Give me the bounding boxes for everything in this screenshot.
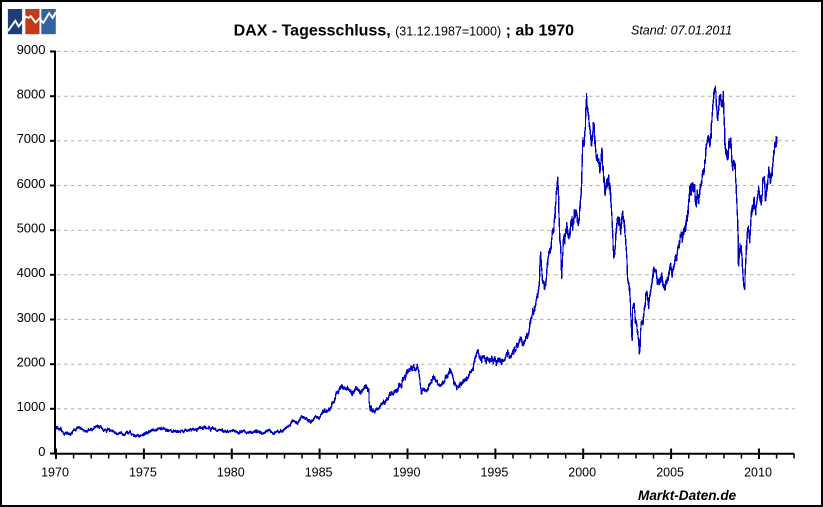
svg-text:0: 0 [38,444,45,459]
svg-text:6000: 6000 [17,176,46,191]
svg-text:DAX - Tagesschluss, (31.12.198: DAX - Tagesschluss, (31.12.1987=1000) ; … [234,22,575,39]
svg-text:1990: 1990 [393,466,421,480]
svg-text:Stand: 07.01.2011: Stand: 07.01.2011 [631,24,732,38]
svg-text:1000: 1000 [17,399,46,414]
svg-text:2010: 2010 [744,466,772,480]
svg-text:7000: 7000 [17,131,46,146]
svg-text:1985: 1985 [305,466,333,480]
svg-text:2005: 2005 [656,466,684,480]
svg-text:1975: 1975 [129,466,157,480]
svg-text:2000: 2000 [17,355,46,370]
svg-text:1980: 1980 [217,466,245,480]
svg-text:2000: 2000 [568,466,596,480]
svg-text:9000: 9000 [17,42,46,57]
svg-text:4000: 4000 [17,265,46,280]
svg-text:1995: 1995 [480,466,508,480]
svg-text:5000: 5000 [17,221,46,236]
svg-text:1970: 1970 [41,466,69,480]
svg-text:8000: 8000 [17,87,46,102]
svg-text:3000: 3000 [17,310,46,325]
svg-text:Markt-Daten.de: Markt-Daten.de [638,488,737,503]
